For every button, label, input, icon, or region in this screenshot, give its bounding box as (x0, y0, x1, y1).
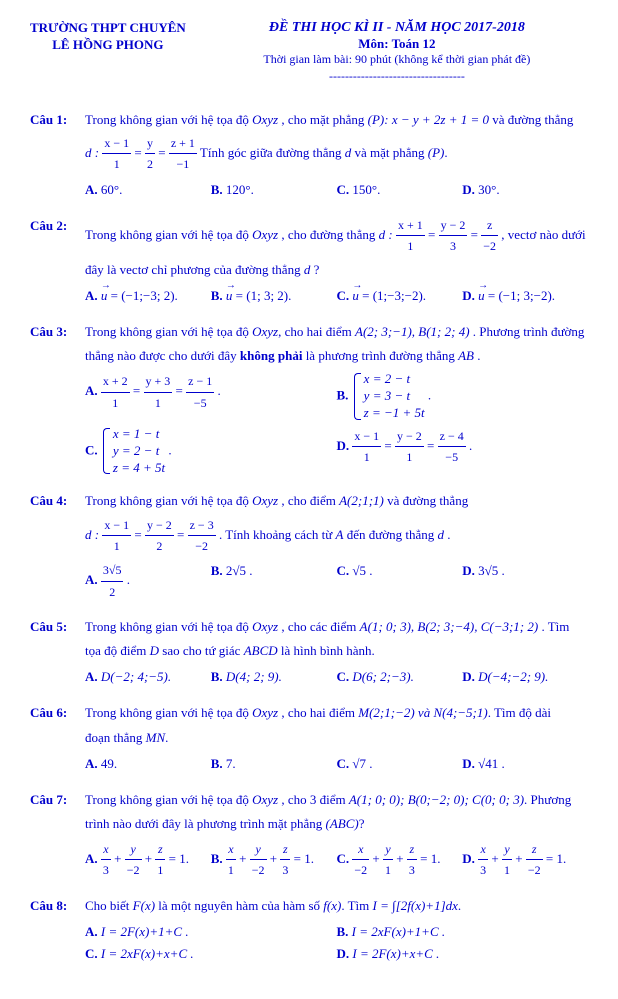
q2-opt-b: B. u = (1; 3; 2). (211, 285, 337, 307)
q6-opt-d: D. √41 . (462, 753, 588, 775)
school-name: TRƯỜNG THPT CHUYÊN LÊ HỒNG PHONG (30, 20, 186, 99)
q6-opt-a: A. 49. (85, 753, 211, 775)
q8-body: Cho biết F(x) là một nguyên hàm của hàm … (85, 895, 588, 965)
q4-options: A. 3√52 . B. 2√5 . C. √5 . D. 3√5 . (85, 560, 588, 602)
q8-opt-a: A. I = 2F(x)+1+C . (85, 921, 337, 943)
q5-body: Trong không gian với hệ tọa độ Oxyz , ch… (85, 616, 588, 688)
q2-prompt2: đây là vectơ chỉ phương của đường thẳng … (85, 259, 588, 281)
q5-options: A. D(−2; 4;−5). B. D(4; 2; 9). C. D(6; 2… (85, 666, 588, 688)
q7-opt-b: B. x1 + y−2 + z3 = 1. (211, 839, 337, 881)
q3-opt-a: A. x + 21 = y + 31 = z − 1−5 . (85, 371, 337, 422)
q5-opt-d: D. D(−4;−2; 9). (462, 666, 588, 688)
q3-opt-d: D. x − 11 = y − 21 = z − 4−5 . (337, 426, 589, 477)
q4-opt-a: A. 3√52 . (85, 560, 211, 602)
q7-opt-a: A. x3 + y−2 + z1 = 1. (85, 839, 211, 881)
question-1: Câu 1: Trong không gian với hệ tọa độ Ox… (30, 109, 588, 201)
exam-title: ĐỀ THI HỌC KÌ II - NĂM HỌC 2017-2018 (206, 20, 588, 36)
question-2: Câu 2: Trong không gian với hệ tọa độ Ox… (30, 215, 588, 307)
q3-prompt: Trong không gian với hệ tọa độ Oxyz, cho… (85, 321, 588, 343)
q4-eq: d : x − 11 = y − 22 = z − 3−2 . Tính kho… (85, 515, 588, 557)
q1-opt-a: A. 60°. (85, 179, 211, 201)
question-4: Câu 4: Trong không gian với hệ tọa độ Ox… (30, 490, 588, 602)
q6-opt-c: C. √7 . (337, 753, 463, 775)
q2-body: Trong không gian với hệ tọa độ Oxyz , ch… (85, 215, 588, 307)
q1-prompt: Trong không gian với hệ tọa độ Oxyz , ch… (85, 109, 588, 131)
q8-prompt: Cho biết F(x) là một nguyên hàm của hàm … (85, 895, 588, 917)
divider: ---------------------------------- (206, 69, 588, 84)
q3-label: Câu 3: (30, 321, 85, 477)
q7-opt-c: C. x−2 + y1 + z3 = 1. (337, 839, 463, 881)
q2-opt-a: A. u = (−1;−3; 2). (85, 285, 211, 307)
q2-opt-d: D. u = (−1; 3;−2). (462, 285, 588, 307)
q2-opt-c: C. u = (1;−3;−2). (337, 285, 463, 307)
q3-prompt2: thẳng nào được cho dưới đây không phải l… (85, 345, 588, 367)
q2-options: A. u = (−1;−3; 2). B. u = (1; 3; 2). C. … (85, 285, 588, 307)
q6-prompt: Trong không gian với hệ tọa độ Oxyz , ch… (85, 702, 588, 724)
q7-prompt2: trình nào dưới đây là phương trình mặt p… (85, 813, 588, 835)
q3-options-row1: A. x + 21 = y + 31 = z − 1−5 . B. x = 2 … (85, 371, 588, 422)
subject: Môn: Toán 12 (206, 36, 588, 52)
q8-opt-d: D. I = 2F(x)+x+C . (337, 943, 589, 965)
q5-opt-b: B. D(4; 2; 9). (211, 666, 337, 688)
question-5: Câu 5: Trong không gian với hệ tọa độ Ox… (30, 616, 588, 688)
question-6: Câu 6: Trong không gian với hệ tọa độ Ox… (30, 702, 588, 774)
q1-body: Trong không gian với hệ tọa độ Oxyz , ch… (85, 109, 588, 201)
q7-body: Trong không gian với hệ tọa độ Oxyz , ch… (85, 789, 588, 881)
page-header: TRƯỜNG THPT CHUYÊN LÊ HỒNG PHONG ĐỀ THI … (30, 20, 588, 99)
q4-body: Trong không gian với hệ tọa độ Oxyz , ch… (85, 490, 588, 602)
q4-prompt: Trong không gian với hệ tọa độ Oxyz , ch… (85, 490, 588, 512)
q1-label: Câu 1: (30, 109, 85, 201)
q2-label: Câu 2: (30, 215, 85, 307)
q6-label: Câu 6: (30, 702, 85, 774)
q4-label: Câu 4: (30, 490, 85, 602)
duration: Thời gian làm bài: 90 phút (không kể thờ… (206, 52, 588, 67)
q8-label: Câu 8: (30, 895, 85, 965)
q5-prompt2: tọa độ điểm D sao cho tứ giác ABCD là hì… (85, 640, 588, 662)
q6-opt-b: B. 7. (211, 753, 337, 775)
q7-prompt: Trong không gian với hệ tọa độ Oxyz , ch… (85, 789, 588, 811)
q4-opt-b: B. 2√5 . (211, 560, 337, 602)
q3-options-row2: C. x = 1 − t y = 2 − t z = 4 + 5t . D. x… (85, 426, 588, 477)
q5-prompt: Trong không gian với hệ tọa độ Oxyz , ch… (85, 616, 588, 638)
q4-opt-c: C. √5 . (337, 560, 463, 602)
q5-opt-c: C. D(6; 2;−3). (337, 666, 463, 688)
q2-prompt: Trong không gian với hệ tọa độ Oxyz , ch… (85, 215, 588, 257)
q6-options: A. 49. B. 7. C. √7 . D. √41 . (85, 753, 588, 775)
q6-body: Trong không gian với hệ tọa độ Oxyz , ch… (85, 702, 588, 774)
q7-label: Câu 7: (30, 789, 85, 881)
q8-opt-b: B. I = 2xF(x)+1+C . (337, 921, 589, 943)
q7-opt-d: D. x3 + y1 + z−2 = 1. (462, 839, 588, 881)
title-block: ĐỀ THI HỌC KÌ II - NĂM HỌC 2017-2018 Môn… (206, 20, 588, 99)
q1-opt-b: B. 120°. (211, 179, 337, 201)
q5-opt-a: A. D(−2; 4;−5). (85, 666, 211, 688)
q6-prompt2: đoạn thẳng MN. (85, 727, 588, 749)
q4-opt-d: D. 3√5 . (462, 560, 588, 602)
q1-opt-d: D. 30°. (462, 179, 588, 201)
q7-options: A. x3 + y−2 + z1 = 1. B. x1 + y−2 + z3 =… (85, 839, 588, 881)
q1-eq: d : x − 11 = y2 = z + 1−1 Tính góc giữa … (85, 133, 588, 175)
question-8: Câu 8: Cho biết F(x) là một nguyên hàm c… (30, 895, 588, 965)
school-line1: TRƯỜNG THPT CHUYÊN (30, 20, 186, 37)
q3-body: Trong không gian với hệ tọa độ Oxyz, cho… (85, 321, 588, 477)
school-line2: LÊ HỒNG PHONG (30, 37, 186, 54)
q1-opt-c: C. 150°. (337, 179, 463, 201)
q8-options: A. I = 2F(x)+1+C . B. I = 2xF(x)+1+C . C… (85, 921, 588, 965)
q8-opt-c: C. I = 2xF(x)+x+C . (85, 943, 337, 965)
q3-opt-b: B. x = 2 − t y = 3 − t z = −1 + 5t . (337, 371, 589, 422)
question-7: Câu 7: Trong không gian với hệ tọa độ Ox… (30, 789, 588, 881)
q1-options: A. 60°. B. 120°. C. 150°. D. 30°. (85, 179, 588, 201)
q5-label: Câu 5: (30, 616, 85, 688)
q3-opt-c: C. x = 1 − t y = 2 − t z = 4 + 5t . (85, 426, 337, 477)
question-3: Câu 3: Trong không gian với hệ tọa độ Ox… (30, 321, 588, 477)
